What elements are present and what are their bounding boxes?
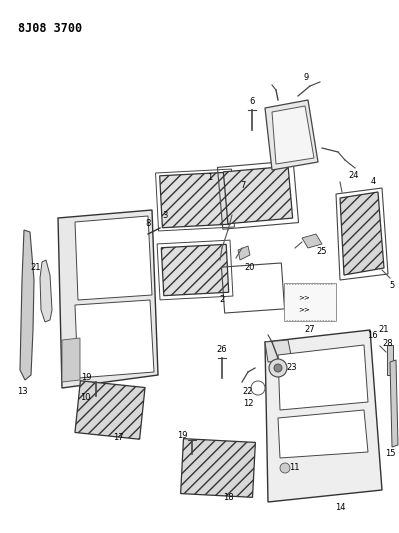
Polygon shape xyxy=(238,246,250,260)
Text: 17: 17 xyxy=(113,433,123,442)
Text: 22: 22 xyxy=(243,387,253,397)
Polygon shape xyxy=(390,360,398,447)
Polygon shape xyxy=(387,345,393,375)
Polygon shape xyxy=(302,234,322,248)
Text: 26: 26 xyxy=(217,345,227,354)
Text: 21: 21 xyxy=(379,326,389,335)
Text: 19: 19 xyxy=(177,432,187,440)
Text: 12: 12 xyxy=(243,400,253,408)
Text: 5: 5 xyxy=(389,280,395,289)
Text: 3: 3 xyxy=(162,212,168,221)
Text: 13: 13 xyxy=(17,387,27,397)
Text: 6: 6 xyxy=(249,98,255,107)
Text: 19: 19 xyxy=(81,374,91,383)
Polygon shape xyxy=(284,283,336,321)
Polygon shape xyxy=(75,381,145,439)
Polygon shape xyxy=(278,410,368,458)
Text: 15: 15 xyxy=(385,449,395,458)
Polygon shape xyxy=(75,300,154,378)
Text: 27: 27 xyxy=(305,326,315,335)
Polygon shape xyxy=(340,192,384,275)
Text: 18: 18 xyxy=(223,494,233,503)
Polygon shape xyxy=(75,216,152,300)
Text: 9: 9 xyxy=(303,74,308,83)
Circle shape xyxy=(280,463,290,473)
Text: 20: 20 xyxy=(245,263,255,272)
Text: 28: 28 xyxy=(383,340,393,349)
Text: 8J08 3700: 8J08 3700 xyxy=(18,22,82,35)
Polygon shape xyxy=(181,439,255,497)
Text: 11: 11 xyxy=(289,464,299,472)
Text: >>: >> xyxy=(298,294,310,300)
Text: 23: 23 xyxy=(287,364,297,373)
Text: 24: 24 xyxy=(349,172,359,181)
Text: 10: 10 xyxy=(80,393,90,402)
Text: 16: 16 xyxy=(367,332,377,341)
Polygon shape xyxy=(265,100,318,170)
Polygon shape xyxy=(58,210,158,388)
Polygon shape xyxy=(160,172,230,228)
Polygon shape xyxy=(223,166,292,224)
Text: 2: 2 xyxy=(219,295,225,304)
Polygon shape xyxy=(265,340,292,362)
Polygon shape xyxy=(278,345,368,410)
Circle shape xyxy=(269,359,287,377)
Polygon shape xyxy=(20,230,34,380)
Circle shape xyxy=(274,364,282,372)
Polygon shape xyxy=(62,338,80,382)
Text: 7: 7 xyxy=(240,181,246,190)
Text: 4: 4 xyxy=(370,177,375,187)
Text: 14: 14 xyxy=(335,504,345,513)
Text: 25: 25 xyxy=(317,247,327,256)
Text: >>: >> xyxy=(298,306,310,312)
Text: 21: 21 xyxy=(31,263,41,272)
Text: 1: 1 xyxy=(207,174,213,182)
Polygon shape xyxy=(265,330,382,502)
Polygon shape xyxy=(272,106,314,164)
Polygon shape xyxy=(161,244,229,296)
Text: 8: 8 xyxy=(145,220,151,229)
Polygon shape xyxy=(40,260,52,322)
